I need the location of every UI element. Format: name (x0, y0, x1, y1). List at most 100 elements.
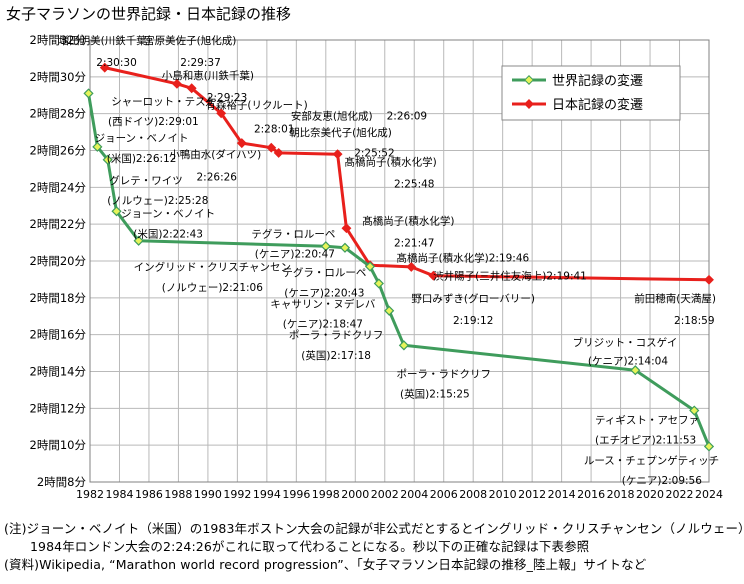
japan-record-point (704, 274, 714, 285)
legend-label-japan: 日本記録の変遷 (552, 97, 643, 113)
world-record-point (92, 141, 103, 152)
annotation-label: 髙橋尚子(積水化学)2:19:46 (397, 251, 530, 264)
annotation-label: 2:29:37 (180, 57, 220, 69)
x-tick-label: 1994 (253, 488, 281, 501)
y-tick-label: 2時間14分 (30, 365, 87, 379)
footnote-1: (注)ジョーン・ベノイト（米国）の1983年ボストン大会の記録が非公式だとすると… (4, 521, 744, 536)
x-tick-label: 1982 (76, 488, 104, 501)
annotation-label: グレテ・ワイツ (109, 174, 183, 187)
x-tick-label: 2010 (489, 488, 517, 501)
y-tick-label: 2時間16分 (30, 328, 87, 342)
annotation-label: (米国)2:22:43 (133, 227, 203, 240)
x-tick-label: 1984 (105, 488, 133, 501)
annotation-label: 小島和恵(川鉄千葉) (162, 69, 254, 82)
world-record-point (398, 340, 410, 351)
japan-record-point (332, 149, 343, 160)
x-tick-label: 2018 (607, 488, 635, 501)
chart-title: 女子マラソンの世界記録・日本記録の推移 (6, 5, 292, 23)
x-tick-label: 1998 (312, 488, 340, 501)
legend-marker-japan (524, 99, 534, 109)
x-tick-label: 2022 (666, 488, 694, 501)
world-record-point (111, 206, 122, 217)
annotation-label: 前田穂南(天満屋) (634, 292, 716, 305)
y-tick-label: 2時間12分 (30, 401, 87, 415)
annotation-label: キャサリン・ヌデレバ (270, 297, 375, 310)
annotation-label: 髙橋尚子(積水化学) (345, 156, 437, 169)
annotation-label: 2:25:52 (354, 147, 394, 159)
annotation-label: (英国)2:15:25 (400, 388, 470, 401)
world-record-point (339, 242, 351, 253)
annotation-label: (ノルウェー)2:21:06 (162, 282, 263, 294)
japan-record-point (236, 138, 247, 149)
annotation-label: ポーラ・ラドクリフ (289, 330, 384, 342)
annotations: 増田明美(川鉄千葉) 2:30:30 宮原美佐子(旭化成) 2:29:37小島和恵(川… (59, 34, 720, 487)
y-tick-label: 2時間18分 (30, 291, 87, 305)
annotation-label: (ケニア)2:14:04 (588, 355, 668, 367)
world-record-point (373, 278, 384, 289)
record-progression-chart: 1982 1984 1986 1988 1990 1992 1994 1996 1998 2000… (30, 33, 723, 501)
y-tick-label: 2時間28分 (30, 107, 87, 121)
x-tick-label: 1988 (164, 488, 192, 501)
japan-record-point (266, 142, 277, 153)
world-record-point (384, 305, 395, 316)
annotation-label: 小鴨由水(ダイハツ) (169, 148, 261, 161)
y-tick-label: 2時間24分 (30, 180, 87, 194)
annotation-label: 2:26:09 (387, 111, 427, 123)
series (83, 62, 715, 452)
x-tick-label: 1992 (223, 488, 251, 501)
y-tick-label: 2時間26分 (30, 144, 87, 158)
legend-marker-world (524, 75, 534, 85)
annotation-label: ジョーン・ベノイト (121, 208, 215, 220)
x-tick-label: 2020 (636, 488, 664, 501)
annotation-label: 髙橋尚子(積水化学) (362, 214, 454, 227)
plot-frame (89, 39, 710, 483)
legend: 世界記録の変遷 日本記録の変遷 (501, 65, 681, 121)
annotation-label: 増田明美(川鉄千葉) (59, 34, 151, 47)
y-tick-label: 2時間30分 (30, 70, 87, 84)
world-record-point (320, 241, 331, 252)
world-record-point (630, 365, 641, 376)
annotation-label: (西ドイツ)2:29:01 (108, 116, 199, 128)
annotation-label: 宮原美佐子(旭化成) (144, 34, 236, 47)
annotation-label: (エチオピア)2:11:53 (595, 435, 696, 447)
x-tick-label: 2016 (577, 488, 605, 501)
axes: 1982 1984 1986 1988 1990 1992 1994 1996 1998 2000… (30, 33, 723, 501)
annotation-label: イングリッド・クリスチャンセン (134, 261, 291, 274)
annotation-label: テグラ・ロルーペ (282, 266, 366, 279)
annotation-label: (ケニア)2:18:47 (283, 319, 363, 331)
x-tick-label: 2006 (430, 488, 458, 501)
annotation-label: ジョーン・ベノイト (95, 133, 189, 145)
japan-record-point (273, 147, 284, 158)
annotation-label: ティギスト・アセファ (595, 414, 699, 426)
world-record-line (87, 93, 711, 448)
annotation-label: 朝比奈美代子(旭化成) (289, 126, 392, 139)
x-tick-label: 2012 (518, 488, 546, 501)
y-tick-label: 2時間8分 (37, 475, 87, 489)
japan-record-point (216, 108, 227, 119)
world-record-point (83, 88, 94, 99)
japan-record-point (406, 261, 417, 272)
annotation-label: シャーロット・テスケ (111, 96, 216, 108)
annotation-label: テグラ・ロルーペ (251, 227, 335, 240)
x-tick-label: 2008 (459, 488, 487, 501)
annotation-label: 安部友恵(旭化成) (291, 110, 373, 123)
x-tick-label: 1986 (135, 488, 163, 501)
annotation-label: (英国)2:17:18 (301, 349, 371, 362)
japan-record-point (172, 78, 182, 89)
annotation-label: 野口みずき(グローバリー) (411, 292, 535, 305)
world-record-point (133, 235, 144, 246)
x-tick-label: 2002 (371, 488, 399, 501)
x-tick-label: 1996 (282, 488, 310, 501)
world-record-point (102, 154, 113, 165)
annotation-label: 2:18:59 (674, 315, 714, 327)
footnote-2: 1984年ロンドン大会の2:24:26がこれに取って代わることになる。秒以下の正… (30, 539, 590, 554)
japan-record-point (341, 223, 352, 234)
world-record-point (703, 441, 715, 452)
legend-label-world: 世界記録の変遷 (552, 73, 643, 89)
y-tick-label: 2時間32分 (30, 33, 87, 47)
annotation-label: (ケニア)2:20:43 (284, 287, 364, 299)
y-tick-label: 2時間20分 (30, 254, 87, 268)
x-tick-label: 2014 (548, 488, 576, 501)
annotation-label: 2:28:01 (254, 123, 294, 135)
annotation-label: ポーラ・ラドクリフ (396, 368, 491, 380)
